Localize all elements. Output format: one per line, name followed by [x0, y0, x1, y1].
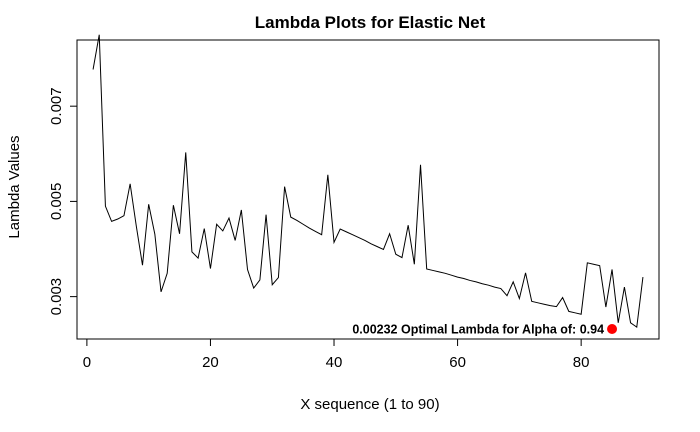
y-tick-label: 0.007	[48, 87, 65, 125]
x-tick-label: 60	[449, 354, 466, 371]
x-axis: 0 20 40 60 80	[83, 339, 590, 371]
series-line	[92, 34, 644, 328]
y-axis: 0.003 0.005 0.007	[48, 87, 77, 315]
x-tick-label: 40	[326, 354, 343, 371]
x-axis-label: X sequence (1 to 90)	[300, 396, 439, 413]
y-axis-label: Lambda Values	[6, 135, 23, 238]
x-tick-label: 20	[202, 354, 219, 371]
optimal-lambda-label: 0.00232 Optimal Lambda for Alpha of: 0.9…	[352, 323, 604, 337]
y-tick-label: 0.005	[48, 183, 65, 221]
chart-title: Lambda Plots for Elastic Net	[255, 13, 486, 32]
plot-frame	[76, 39, 660, 340]
y-tick-label: 0.003	[48, 278, 65, 316]
x-tick-label: 0	[83, 354, 91, 371]
x-tick-label: 80	[573, 354, 590, 371]
optimal-lambda-point	[607, 324, 618, 335]
